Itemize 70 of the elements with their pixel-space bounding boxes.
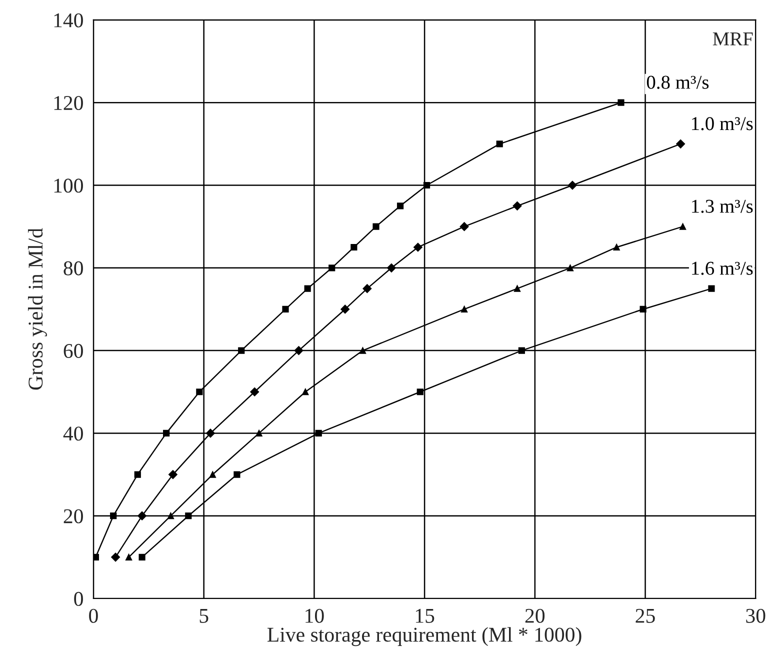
x-axis-title: Live storage requirement (Ml * 1000) [268, 627, 582, 646]
point [362, 284, 372, 294]
y-tick-label: 20 [64, 509, 83, 524]
point [163, 430, 170, 436]
point [238, 347, 245, 354]
point [138, 554, 146, 560]
point [282, 306, 289, 313]
point [460, 222, 469, 232]
x-tick-label: 20 [525, 608, 545, 623]
point [413, 242, 422, 252]
point [618, 99, 624, 106]
point [387, 263, 396, 272]
point [304, 285, 311, 292]
point [250, 387, 260, 396]
point [708, 285, 715, 292]
point [315, 430, 322, 436]
point [125, 554, 132, 560]
point [234, 471, 240, 478]
y-tick-label: 80 [64, 261, 83, 276]
point [460, 306, 468, 313]
series-label: 1.6 m³/s [692, 262, 753, 275]
point [566, 264, 574, 272]
point [138, 511, 146, 520]
point [679, 223, 686, 230]
x-tick-label: 0 [89, 608, 98, 623]
x-tick-label: 25 [636, 608, 655, 623]
point [196, 388, 203, 396]
series-label: 1.3 m³/s [692, 200, 753, 213]
x-tick-label: 15 [416, 608, 434, 623]
point [209, 471, 216, 478]
point [111, 552, 120, 562]
point [302, 388, 309, 396]
point [206, 428, 215, 438]
legend-title: MRF [712, 32, 753, 46]
y-tick-label: 40 [63, 426, 83, 441]
point [256, 430, 262, 436]
series-label: 0.8 m³/s [646, 76, 709, 89]
point [372, 223, 380, 230]
point [568, 180, 577, 190]
point [396, 202, 404, 210]
point [93, 554, 99, 560]
point [613, 244, 620, 251]
point [423, 182, 430, 189]
point [416, 388, 424, 396]
point [340, 304, 350, 314]
y-tick-label: 60 [64, 344, 83, 358]
point [512, 201, 522, 210]
x-tick-label: 30 [746, 608, 766, 623]
y-tick-label: 0 [74, 592, 83, 606]
point [168, 470, 178, 479]
point [110, 512, 117, 520]
point [185, 512, 192, 520]
x-tick-label: 5 [200, 609, 208, 623]
point [359, 347, 366, 354]
y-tick-label: 100 [54, 178, 83, 193]
point [328, 264, 336, 272]
y-tick-label: 120 [54, 96, 83, 110]
point [167, 512, 174, 520]
series-label: 1.0 m³/s [692, 117, 753, 130]
point [518, 347, 525, 354]
point [496, 140, 503, 148]
point [134, 471, 141, 478]
y-axis-title: Gross yield in Ml/d [28, 228, 47, 390]
point [294, 346, 304, 355]
point [640, 306, 646, 313]
point [514, 285, 521, 292]
point [676, 139, 686, 148]
y-tick-label: 140 [54, 13, 83, 28]
x-tick-label: 10 [306, 608, 324, 623]
point [350, 244, 358, 251]
